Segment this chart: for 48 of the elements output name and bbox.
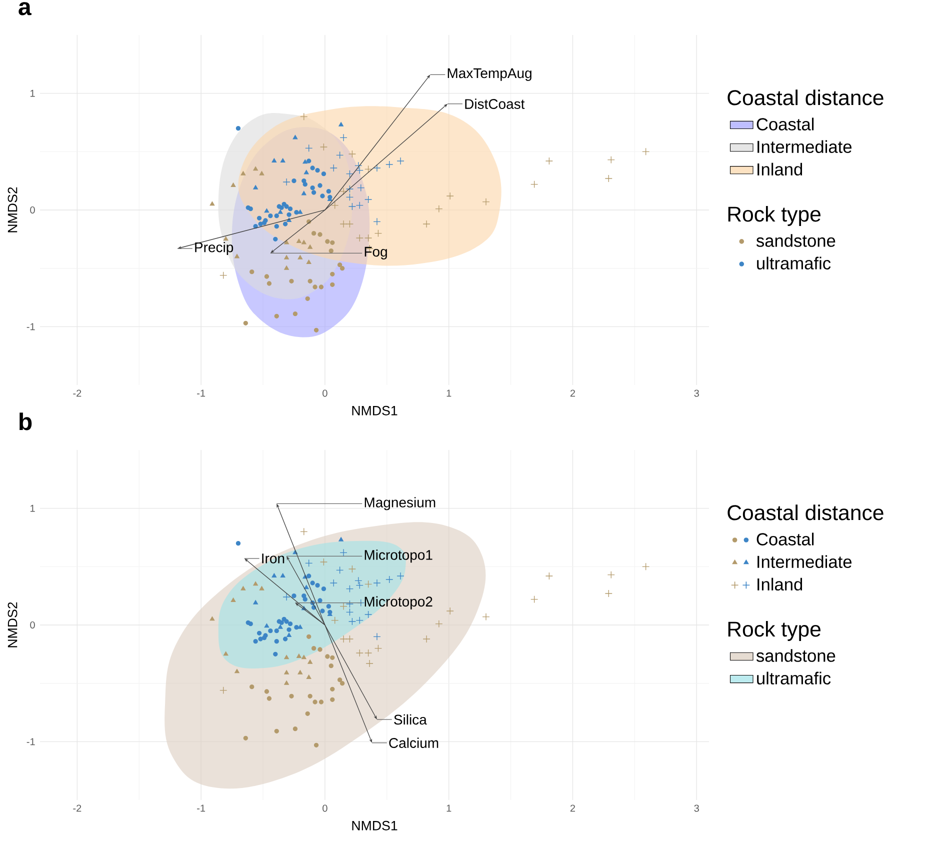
y-tick-label: 0 (30, 621, 35, 629)
x-axis-title: NMDS1 (352, 820, 398, 830)
annotation: Precip (195, 242, 234, 256)
legend-label: Coastal (756, 532, 814, 546)
y-tick-label: 1 (30, 90, 35, 97)
legend-label: sandstone (756, 649, 836, 662)
annotation: Microtopo2 (364, 596, 432, 610)
x-tick-label: 3 (694, 804, 699, 812)
legend-label: Intermediate (758, 140, 852, 153)
x-axis-title: NMDS1 (352, 406, 398, 416)
text: Rock type (728, 621, 820, 641)
legend-label: Coastal (756, 118, 814, 130)
legend-label: Inland (758, 578, 802, 591)
y-axis-title: NMDS2 (8, 602, 18, 648)
annotation: Magnesium (364, 497, 436, 510)
annotation: Iron (262, 554, 284, 564)
y-tick-label: -1 (26, 323, 35, 330)
text: Coastal distance (728, 504, 884, 520)
x-tick-label: -1 (197, 390, 206, 397)
x-tick-label: 1 (446, 804, 452, 812)
y-tick-label: 1 (30, 504, 35, 512)
legend-label: Inland (758, 162, 802, 176)
legend-label: ultramafic (757, 672, 831, 684)
text: Coastal distance (728, 90, 884, 106)
annotation: MaxTempAug (448, 68, 532, 81)
x-tick-label: 0 (322, 804, 328, 812)
x-tick-label: -2 (73, 804, 82, 812)
x-tick-label: -2 (73, 390, 82, 397)
x-tick-label: 2 (570, 804, 575, 812)
y-tick-label: -1 (26, 738, 35, 746)
annotation: Silica (394, 714, 427, 725)
chart-title: b (20, 412, 32, 430)
x-tick-label: 0 (322, 390, 328, 397)
annotation: Calcium (389, 738, 438, 748)
text: Rock type (728, 206, 820, 226)
y-axis-title: NMDS2 (8, 187, 18, 232)
chart-title: a (18, 2, 32, 16)
annotation: DistCoast (465, 98, 525, 109)
x-tick-label: 1 (446, 390, 452, 397)
legend-label: sandstone (756, 234, 836, 247)
x-tick-label: 3 (694, 390, 699, 397)
y-tick-label: 0 (30, 206, 35, 214)
annotation: Fog (364, 246, 387, 260)
legend-label: ultramafic (757, 256, 831, 270)
annotation: Microtopo1 (364, 550, 432, 563)
x-tick-label: -1 (197, 804, 206, 812)
x-tick-label: 2 (570, 390, 575, 397)
legend-label: Intermediate (758, 555, 852, 568)
